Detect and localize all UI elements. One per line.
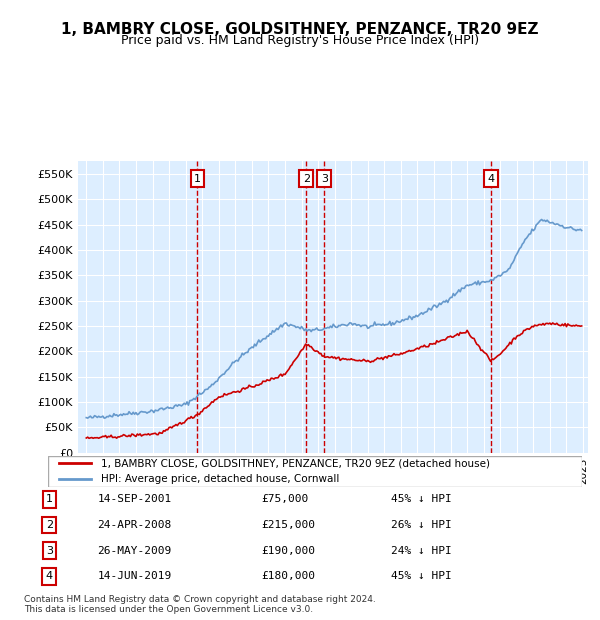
Text: 3: 3 (321, 174, 328, 184)
Text: 4: 4 (488, 174, 495, 184)
FancyBboxPatch shape (48, 456, 582, 487)
Text: HPI: Average price, detached house, Cornwall: HPI: Average price, detached house, Corn… (101, 474, 340, 484)
Text: This data is licensed under the Open Government Licence v3.0.: This data is licensed under the Open Gov… (24, 604, 313, 614)
Text: 45% ↓ HPI: 45% ↓ HPI (391, 495, 451, 505)
Text: 1, BAMBRY CLOSE, GOLDSITHNEY, PENZANCE, TR20 9EZ: 1, BAMBRY CLOSE, GOLDSITHNEY, PENZANCE, … (61, 22, 539, 37)
Text: 24% ↓ HPI: 24% ↓ HPI (391, 546, 451, 556)
Text: £180,000: £180,000 (261, 571, 315, 581)
Text: £75,000: £75,000 (261, 495, 308, 505)
Text: 26% ↓ HPI: 26% ↓ HPI (391, 520, 451, 530)
Text: 45% ↓ HPI: 45% ↓ HPI (391, 571, 451, 581)
Text: Price paid vs. HM Land Registry's House Price Index (HPI): Price paid vs. HM Land Registry's House … (121, 34, 479, 47)
Text: 2: 2 (303, 174, 310, 184)
Text: 1: 1 (194, 174, 201, 184)
Text: 24-APR-2008: 24-APR-2008 (97, 520, 172, 530)
Text: 3: 3 (46, 546, 53, 556)
Text: 14-SEP-2001: 14-SEP-2001 (97, 495, 172, 505)
Text: Contains HM Land Registry data © Crown copyright and database right 2024.: Contains HM Land Registry data © Crown c… (24, 595, 376, 604)
Text: 26-MAY-2009: 26-MAY-2009 (97, 546, 172, 556)
Text: 14-JUN-2019: 14-JUN-2019 (97, 571, 172, 581)
Text: 1, BAMBRY CLOSE, GOLDSITHNEY, PENZANCE, TR20 9EZ (detached house): 1, BAMBRY CLOSE, GOLDSITHNEY, PENZANCE, … (101, 458, 490, 469)
Text: 1: 1 (46, 495, 53, 505)
Text: 2: 2 (46, 520, 53, 530)
Text: £215,000: £215,000 (261, 520, 315, 530)
Text: 4: 4 (46, 571, 53, 581)
Text: £190,000: £190,000 (261, 546, 315, 556)
